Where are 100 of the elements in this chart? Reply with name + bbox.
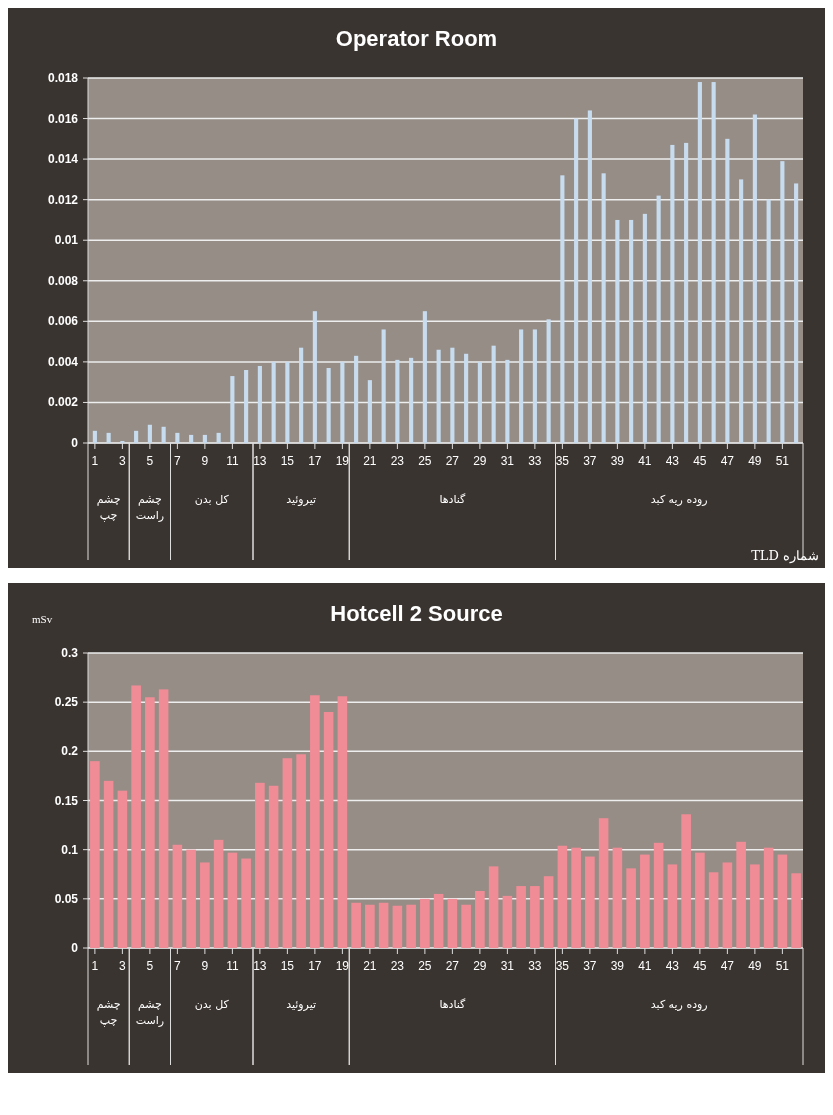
x-tick-label: 25 [418, 959, 432, 973]
bar [629, 219, 634, 443]
x-tick-label: 21 [363, 454, 377, 468]
bar [257, 365, 262, 443]
bar [351, 902, 361, 948]
x-tick-label: 25 [418, 454, 432, 468]
bar [464, 353, 469, 443]
bar [365, 904, 375, 948]
x-tick-label: 17 [308, 454, 322, 468]
bar [422, 311, 427, 443]
bar [752, 114, 757, 443]
bar [268, 785, 279, 948]
x-tick-label: 39 [610, 959, 625, 973]
bar [381, 329, 386, 443]
bar [780, 161, 785, 443]
x-tick-label: 35 [555, 454, 570, 468]
x-tick-label: 45 [693, 454, 707, 468]
bar [299, 347, 304, 443]
bar [200, 862, 210, 948]
text: چشم چپ [96, 493, 121, 522]
bar [323, 712, 334, 948]
bar [106, 432, 111, 443]
x-tick-label: 15 [280, 454, 295, 468]
x-tick-label: 9 [201, 959, 209, 973]
bar [310, 695, 320, 948]
bar [475, 890, 485, 948]
bar [395, 359, 400, 443]
chart-title: Hotcell 2 Source [330, 601, 503, 626]
y-tick-label: 0.05 [54, 891, 79, 906]
x-tick-label: 15 [280, 959, 295, 973]
x-tick-label: 5 [146, 959, 154, 973]
bar [172, 844, 183, 948]
text: کل بدن [194, 998, 230, 1011]
bar [461, 904, 471, 948]
bar [378, 902, 389, 948]
bar [777, 854, 788, 948]
bar [695, 852, 705, 948]
bar [530, 886, 540, 948]
x-tick-label: 37 [583, 959, 597, 973]
x-tick-label: 17 [308, 959, 322, 973]
x-tick-label: 19 [335, 959, 350, 973]
bar [750, 864, 760, 948]
bar [420, 898, 430, 948]
text: گنادها [439, 998, 467, 1011]
bar [158, 689, 169, 948]
y-tick-label: 0.1 [61, 842, 79, 857]
x-tick-label: 19 [335, 454, 350, 468]
y-tick-label: 0.01 [54, 233, 79, 248]
bar [725, 138, 730, 443]
bar [409, 357, 414, 443]
x-tick-label: 41 [638, 454, 652, 468]
x-tick-label: 41 [638, 959, 652, 973]
bar [296, 754, 306, 948]
y-tick-label: 0.3 [61, 646, 79, 660]
text: چشم چپ [96, 998, 121, 1027]
bar [285, 361, 290, 443]
y-tick-label: 0 [71, 941, 79, 955]
x-tick-label: 47 [720, 454, 735, 468]
x-tick-label: 49 [748, 454, 762, 468]
text: روده ریه کبد [650, 493, 708, 506]
bar [282, 758, 293, 948]
bar [739, 179, 744, 443]
bar [516, 886, 526, 948]
y-tick-label: 0.25 [54, 695, 79, 710]
x-tick-label: 27 [445, 454, 460, 468]
bar [601, 173, 606, 443]
bar [189, 434, 194, 443]
bar [684, 142, 689, 443]
bar [681, 814, 691, 948]
bar [653, 842, 664, 948]
bar [794, 183, 799, 443]
bar [131, 685, 141, 948]
x-tick-label: 23 [390, 454, 405, 468]
bar [612, 847, 623, 948]
bar [175, 432, 180, 443]
bar [134, 430, 139, 443]
bar [670, 144, 675, 443]
x-tick-label: 43 [665, 454, 680, 468]
x-tick-label: 13 [253, 454, 267, 468]
x-tick-label: 37 [583, 454, 597, 468]
x-tick-label: 21 [363, 959, 377, 973]
bar [354, 355, 359, 443]
bar [722, 862, 733, 948]
bar [392, 905, 403, 948]
x-tick-label: 39 [610, 454, 625, 468]
bar [763, 847, 774, 948]
bar [117, 790, 128, 948]
bar [560, 175, 565, 443]
bar [227, 852, 238, 948]
x-tick-label: 29 [473, 959, 487, 973]
text: چشم راست [135, 493, 165, 522]
y-tick-label: 0.014 [47, 152, 79, 167]
bar [213, 839, 224, 948]
y-tick-label: 0.004 [47, 354, 79, 369]
bar [161, 426, 166, 443]
bar [367, 380, 372, 443]
y-axis-title: mSv [32, 613, 53, 625]
bar [147, 424, 152, 443]
y-tick-label: 0.006 [47, 314, 79, 329]
bar [519, 329, 524, 443]
